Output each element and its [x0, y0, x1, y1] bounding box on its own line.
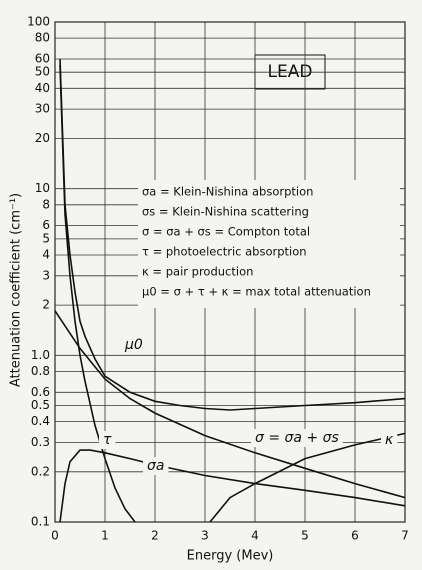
y-tick-label: 50: [35, 65, 50, 79]
curve-label: κ: [385, 432, 394, 448]
key-box: [138, 180, 400, 308]
y-tick-label: 0.3: [31, 435, 50, 449]
curve-label-bg: [251, 429, 343, 447]
x-tick-label: 0: [51, 529, 59, 543]
y-tick-label: 0.2: [31, 464, 50, 478]
y-tick-label: 0.1: [31, 515, 50, 529]
key-entry: σs = Klein-Nishina scattering: [142, 205, 309, 219]
y-axis-title: Attenuation coefficient (cm⁻¹): [9, 193, 24, 387]
y-tick-label: 100: [27, 15, 50, 29]
curve-label: σ = σa + σs: [255, 430, 339, 446]
curve: [59, 58, 406, 411]
curve: [54, 310, 406, 499]
key-entry: μ0 = σ + τ + κ = max total attenuation: [142, 285, 371, 299]
y-tick-label: 4: [42, 247, 50, 261]
x-tick-label: 4: [251, 529, 259, 543]
y-tick-label: 2: [42, 298, 50, 312]
y-tick-label: 1.0: [31, 348, 50, 362]
y-tick-label: 20: [35, 131, 50, 145]
x-tick-label: 3: [201, 529, 209, 543]
key-entry: σa = Klein-Nishina absorption: [142, 185, 313, 199]
curve-label: τ: [103, 432, 112, 448]
curve: [59, 65, 136, 523]
x-tick-label: 6: [351, 529, 359, 543]
y-tick-label: 10: [35, 181, 50, 195]
curve-label-bg: [99, 431, 116, 449]
curve: [209, 432, 406, 523]
curve-label-bg: [121, 336, 147, 354]
x-tick-label: 2: [151, 529, 159, 543]
y-tick-label: 6: [42, 218, 50, 232]
y-tick-label: 0.6: [31, 385, 50, 399]
y-tick-label: 0.5: [31, 398, 50, 412]
key-entry: τ = photoelectric absorption: [142, 245, 307, 259]
key-entry: σ = σa + σs = Compton total: [142, 225, 310, 239]
x-tick-label: 1: [101, 529, 109, 543]
y-tick-label: 0.4: [31, 414, 50, 428]
curve-label-bg: [143, 457, 169, 475]
curve-label: μ0: [124, 337, 143, 353]
key-entry: κ = pair production: [142, 265, 253, 279]
curve-label: σa: [147, 458, 164, 474]
y-tick-label: 80: [35, 31, 50, 45]
y-tick-label: 5: [42, 231, 50, 245]
y-tick-label: 8: [42, 197, 50, 211]
x-tick-label: 5: [301, 529, 309, 543]
curve: [59, 449, 406, 523]
y-tick-label: 3: [42, 268, 50, 282]
x-axis-title: Energy (Mev): [187, 549, 274, 564]
y-tick-label: 30: [35, 102, 50, 116]
y-tick-label: 0.8: [31, 364, 50, 378]
curve-label-bg: [381, 431, 398, 449]
y-tick-label: 60: [35, 51, 50, 65]
y-tick-label: 40: [35, 81, 50, 95]
x-tick-label: 7: [401, 529, 409, 543]
